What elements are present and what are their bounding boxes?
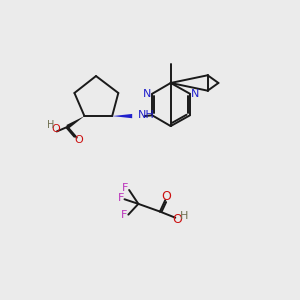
- Polygon shape: [66, 116, 85, 129]
- Text: F: F: [118, 194, 124, 203]
- Text: NH: NH: [138, 110, 155, 120]
- Text: H: H: [47, 119, 54, 130]
- Text: H: H: [180, 211, 188, 221]
- Polygon shape: [112, 114, 132, 118]
- Text: N: N: [191, 89, 200, 99]
- Text: N: N: [142, 89, 151, 99]
- Text: O: O: [52, 124, 60, 134]
- Text: O: O: [161, 190, 171, 203]
- Text: O: O: [173, 213, 183, 226]
- Text: F: F: [122, 184, 128, 194]
- Text: O: O: [74, 135, 83, 145]
- Text: F: F: [121, 210, 128, 220]
